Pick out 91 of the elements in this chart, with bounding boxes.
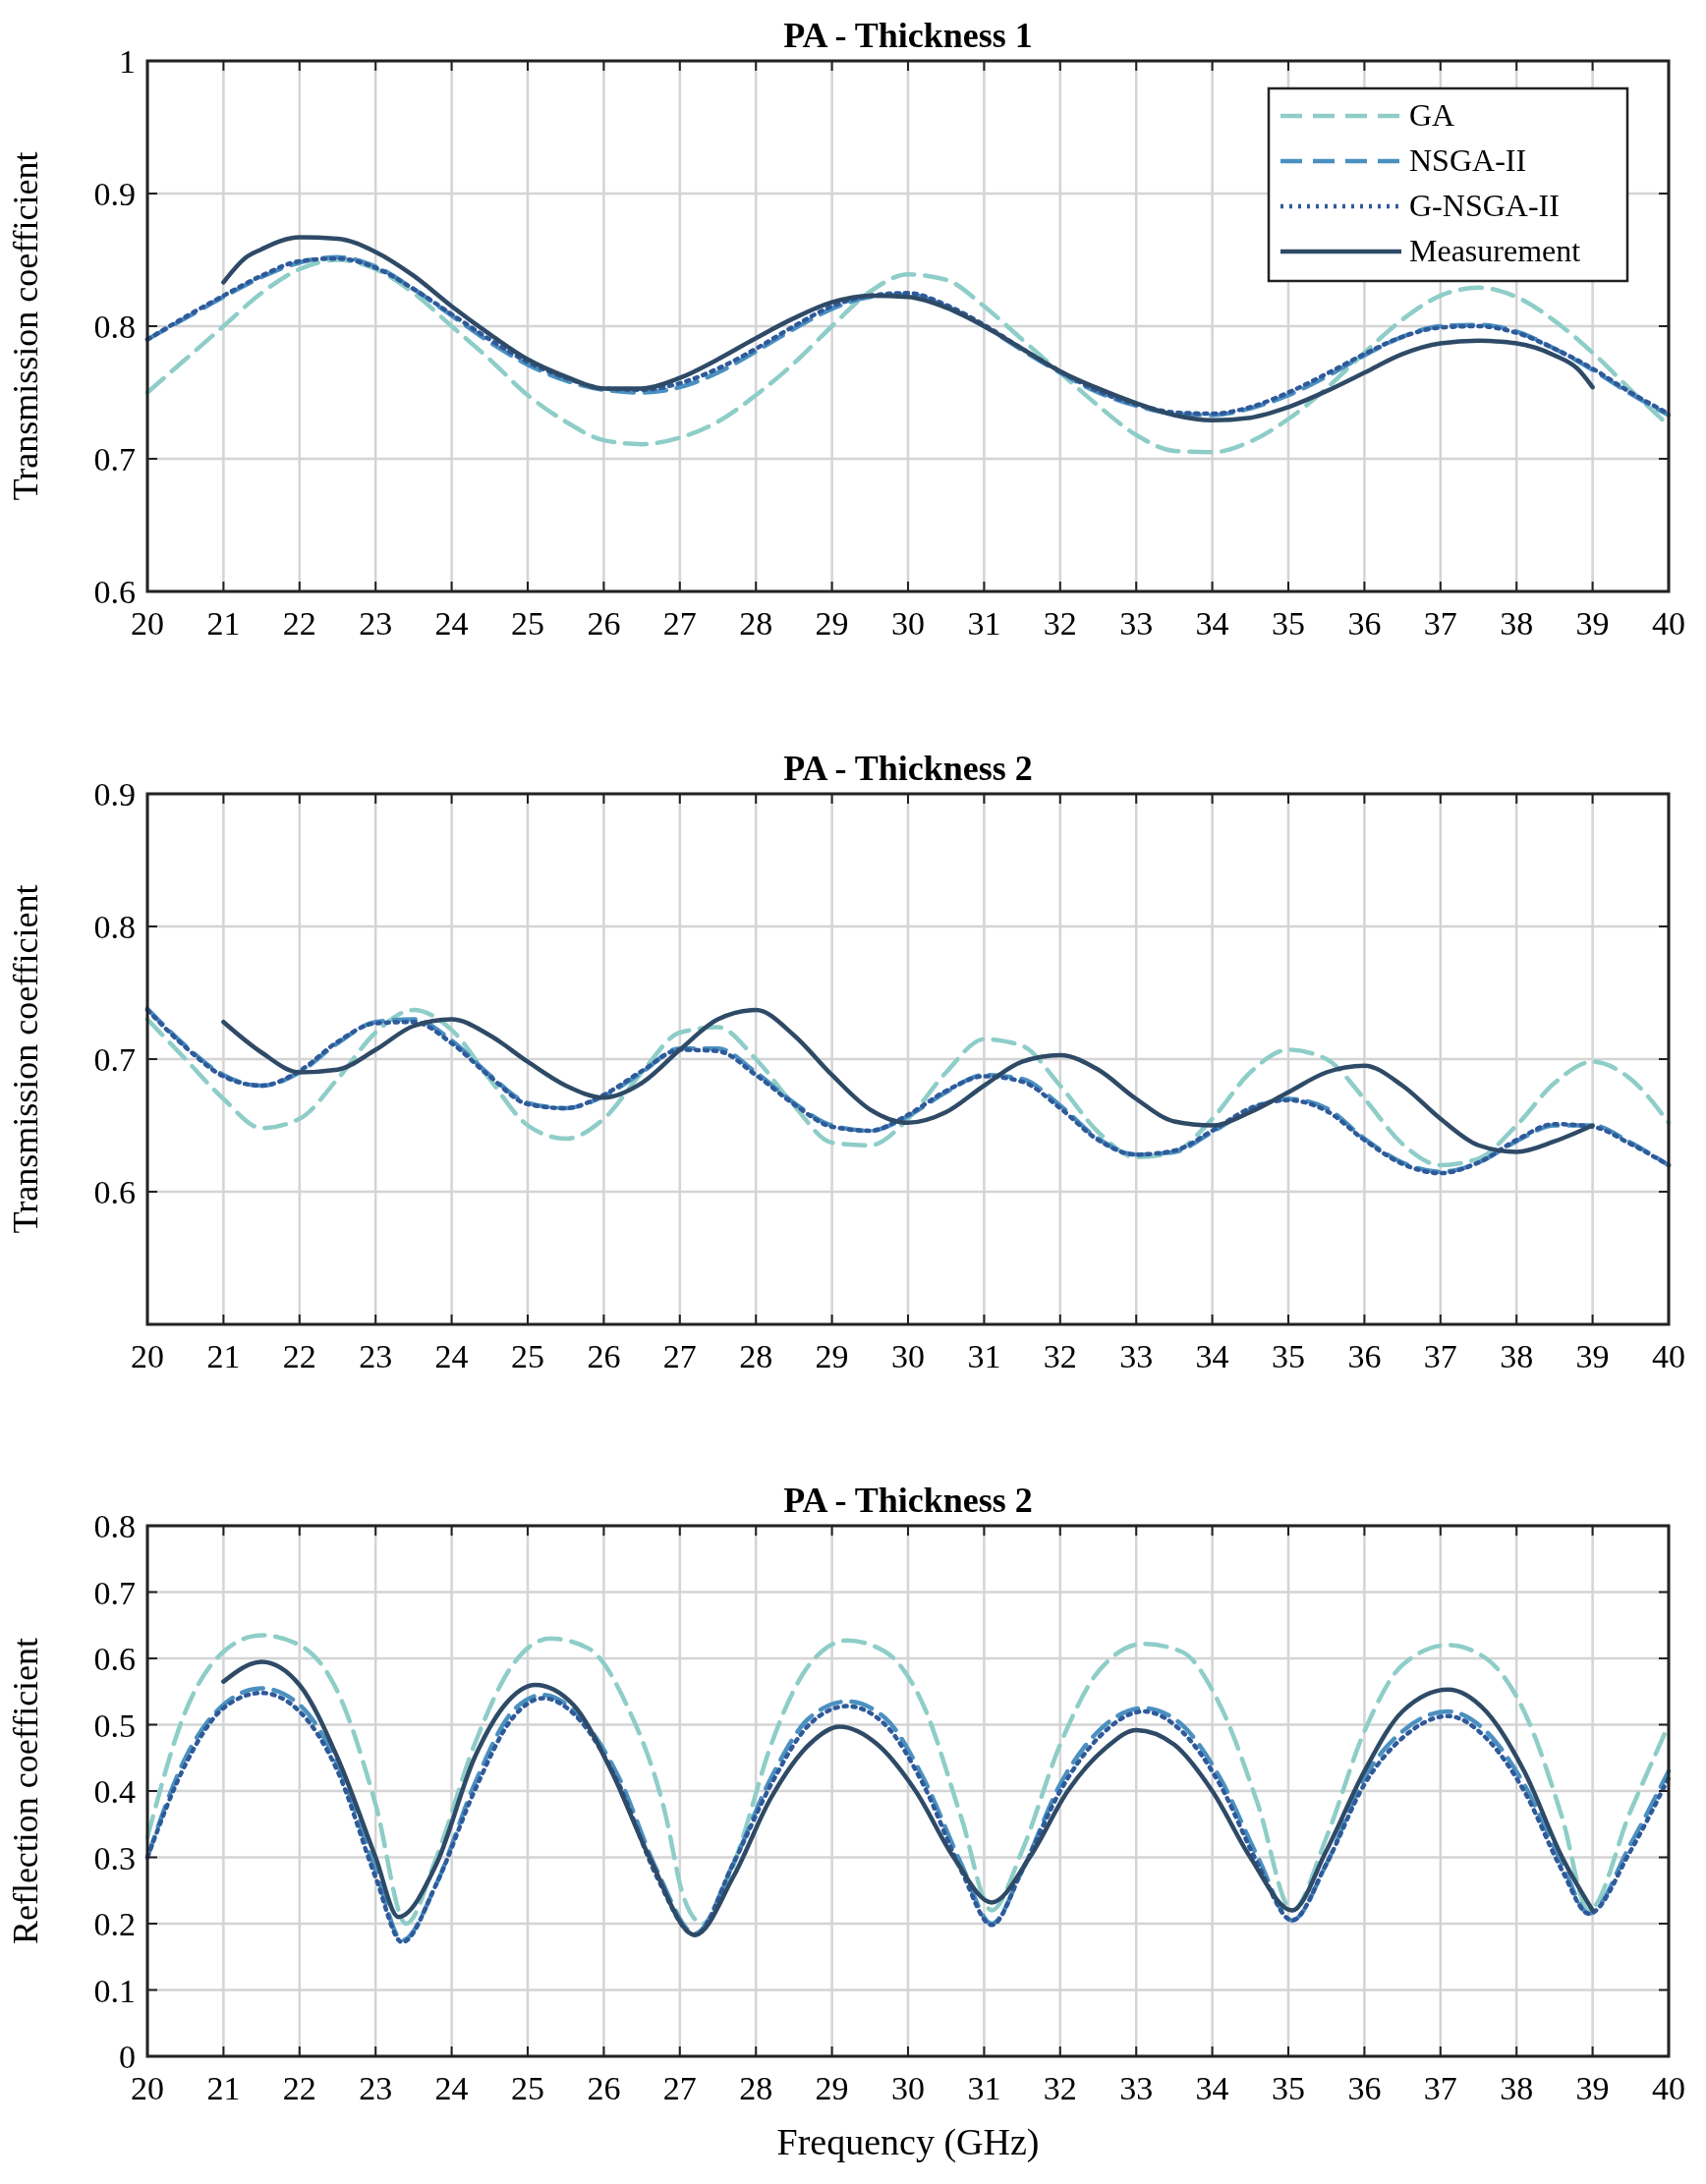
line-series [221, 235, 1595, 423]
legend-label: GA [1409, 97, 1455, 133]
x-tick-label: 22 [282, 1338, 316, 1374]
x-tick-label: 30 [891, 2070, 925, 2106]
y-tick-label: 0.9 [93, 776, 136, 812]
y-tick-label: 0.8 [93, 308, 136, 345]
x-tick-label: 31 [967, 2070, 1001, 2106]
x-tick-label: 40 [1652, 1338, 1685, 1374]
x-tick-label: 27 [662, 1338, 697, 1374]
y-tick-label: 0.8 [93, 1508, 136, 1544]
y-tick-label: 0.6 [93, 1641, 136, 1677]
x-tick-label: 22 [282, 2070, 316, 2106]
x-tick-label: 24 [434, 1338, 469, 1374]
x-tick-label: 35 [1272, 1338, 1305, 1374]
x-tick-label: 30 [891, 1338, 925, 1374]
y-tick-label: 0.4 [93, 1773, 136, 1810]
x-tick-label: 36 [1347, 2070, 1382, 2106]
y-tick-label: 0.9 [93, 176, 136, 212]
x-tick-label: 33 [1119, 2070, 1154, 2106]
x-tick-label: 39 [1575, 2070, 1610, 2106]
x-tick-label: 32 [1043, 2070, 1077, 2106]
x-tick-label: 34 [1195, 1338, 1229, 1374]
x-tick-label: 24 [434, 605, 469, 642]
x-tick-label: 38 [1500, 605, 1534, 642]
x-tick-label: 24 [434, 2070, 469, 2106]
legend-label: G-NSGA-II [1409, 188, 1560, 223]
x-tick-label: 38 [1500, 2070, 1534, 2106]
x-tick-label: 27 [662, 2070, 697, 2106]
chart-title: PA - Thickness 2 [783, 749, 1033, 788]
x-tick-label: 23 [359, 1338, 393, 1374]
x-tick-label: 27 [662, 605, 697, 642]
y-tick-label: 0.5 [93, 1707, 136, 1744]
x-tick-label: 37 [1423, 2070, 1457, 2106]
x-tick-label: 25 [511, 1338, 544, 1374]
x-tick-label: 32 [1043, 1338, 1077, 1374]
x-tick-label: 39 [1575, 605, 1610, 642]
legend-label: Measurement [1409, 233, 1581, 268]
line-series [221, 1007, 1595, 1154]
y-axis-title: Transmission coefficient [6, 151, 45, 501]
x-tick-label: 31 [967, 605, 1001, 642]
x-tick-label: 29 [815, 2070, 849, 2106]
x-tick-label: 29 [815, 605, 849, 642]
x-tick-label: 35 [1272, 605, 1305, 642]
x-tick-label: 30 [891, 605, 925, 642]
x-tick-label: 23 [359, 2070, 393, 2106]
x-tick-label: 26 [587, 1338, 621, 1374]
y-tick-label: 0.7 [93, 1574, 136, 1611]
y-tick-label: 0.7 [93, 1041, 136, 1078]
x-tick-label: 40 [1652, 2070, 1685, 2106]
line-series [221, 1659, 1595, 1937]
x-tick-label: 23 [359, 605, 393, 642]
x-tick-label: 25 [511, 2070, 544, 2106]
chart-title: PA - Thickness 2 [783, 1481, 1033, 1520]
x-axis-title: Frequency (GHz) [776, 2121, 1040, 2163]
x-tick-label: 31 [967, 1338, 1001, 1374]
x-tick-label: 28 [739, 2070, 773, 2106]
x-tick-label: 37 [1423, 605, 1457, 642]
x-tick-label: 36 [1347, 605, 1382, 642]
x-tick-label: 21 [206, 2070, 241, 2106]
x-tick-label: 39 [1575, 1338, 1610, 1374]
x-tick-label: 40 [1652, 605, 1685, 642]
x-tick-label: 25 [511, 605, 544, 642]
chart-title: PA - Thickness 1 [783, 16, 1033, 55]
x-tick-label: 33 [1119, 1338, 1154, 1374]
x-tick-label: 36 [1347, 1338, 1382, 1374]
x-tick-label: 28 [739, 605, 773, 642]
x-tick-label: 21 [206, 1338, 241, 1374]
x-tick-label: 32 [1043, 605, 1077, 642]
x-tick-label: 34 [1195, 605, 1229, 642]
y-tick-label: 1 [119, 43, 136, 80]
x-tick-label: 26 [587, 2070, 621, 2106]
y-tick-label: 0.1 [93, 1972, 136, 2009]
y-tick-label: 0.2 [93, 1906, 136, 1942]
legend-label: NSGA-II [1409, 142, 1527, 178]
x-tick-label: 28 [739, 1338, 773, 1374]
x-tick-label: 33 [1119, 605, 1154, 642]
x-tick-label: 29 [815, 1338, 849, 1374]
y-tick-label: 0.7 [93, 441, 136, 477]
x-tick-label: 38 [1500, 1338, 1534, 1374]
y-axis-title: Reflection coefficient [6, 1637, 45, 1945]
x-tick-label: 37 [1423, 1338, 1457, 1374]
x-tick-label: 35 [1272, 2070, 1305, 2106]
x-tick-label: 26 [587, 605, 621, 642]
x-tick-label: 34 [1195, 2070, 1229, 2106]
x-tick-label: 20 [131, 1338, 164, 1374]
y-axis-title: Transmission coefficient [6, 884, 45, 1234]
y-tick-label: 0.6 [93, 1174, 136, 1210]
y-tick-label: 0.8 [93, 909, 136, 945]
x-tick-label: 21 [206, 605, 241, 642]
y-tick-label: 0.3 [93, 1839, 136, 1876]
x-tick-label: 22 [282, 605, 316, 642]
